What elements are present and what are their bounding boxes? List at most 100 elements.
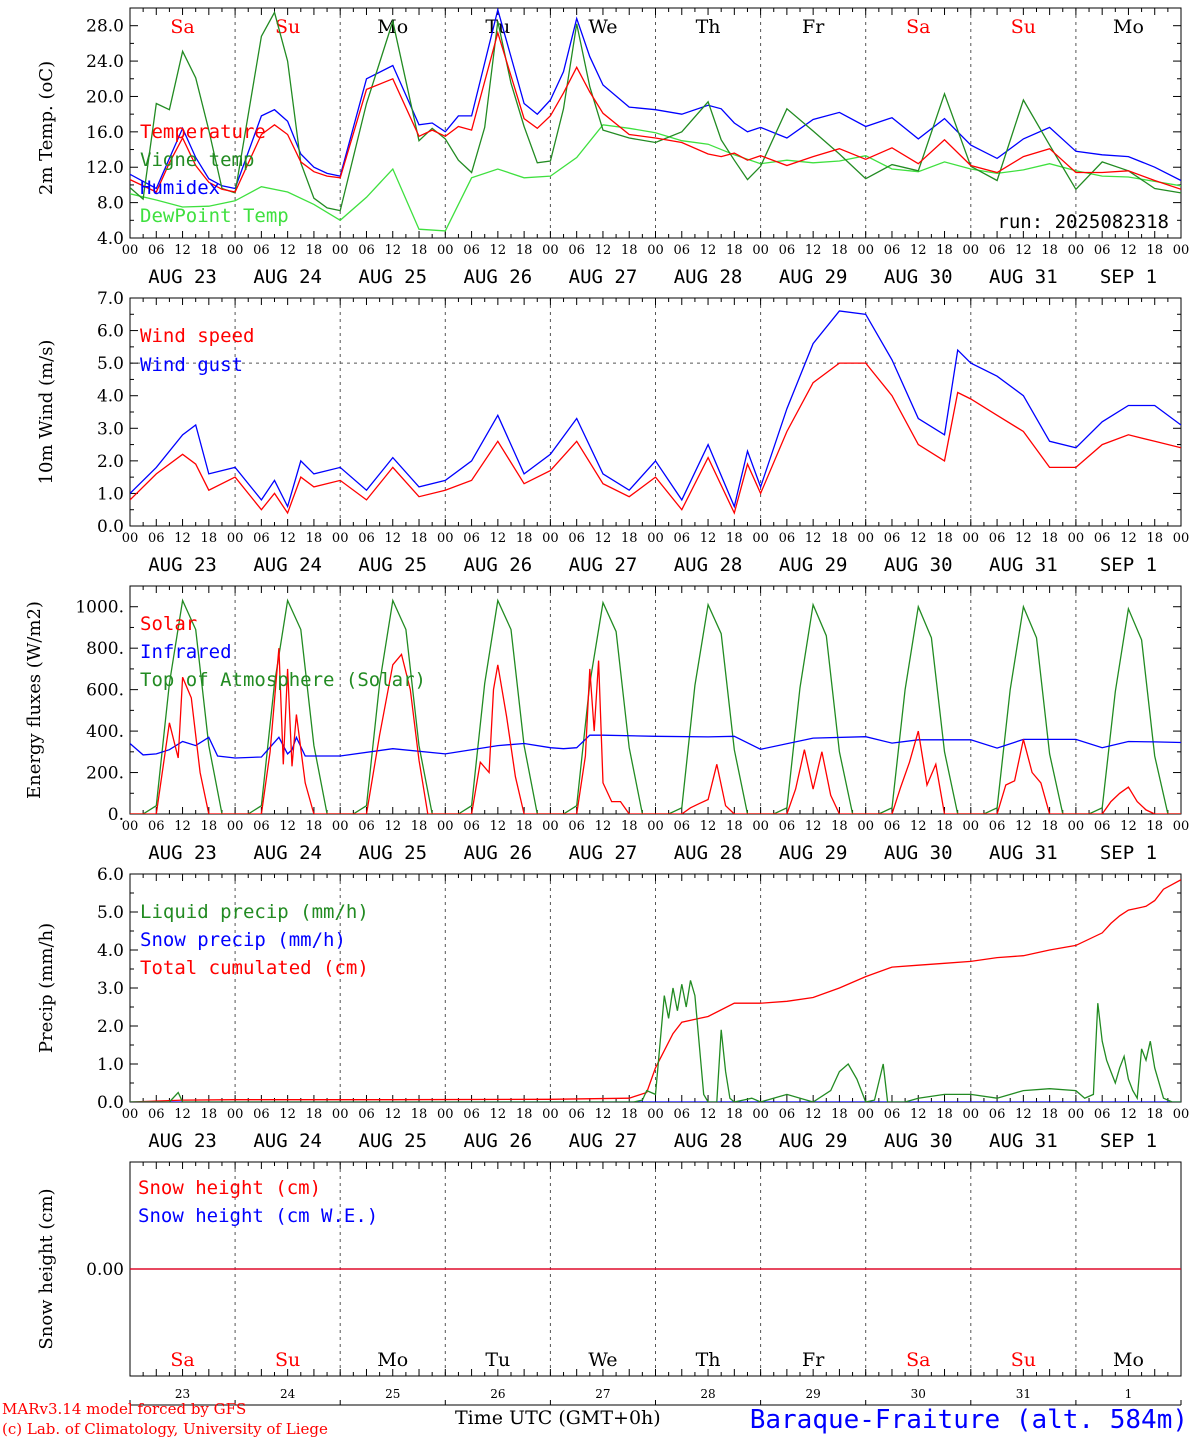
hour-tick-label: 18 — [621, 819, 638, 834]
weekday-label: Su — [275, 16, 300, 38]
date-label: AUG 28 — [674, 266, 743, 288]
hour-tick-label: 00 — [122, 243, 139, 258]
weekday-label: We — [588, 1349, 617, 1371]
hour-tick-label: 18 — [201, 1107, 218, 1122]
date-label: AUG 24 — [253, 1130, 322, 1152]
weekday-label: Mo — [377, 1349, 408, 1371]
series-dewpoint-temp-line — [130, 124, 1181, 232]
day-number-label: 27 — [595, 1387, 610, 1401]
y-tick-label: 0. — [108, 805, 124, 825]
series-solar-line — [130, 648, 1181, 814]
hour-tick-label: 00 — [542, 243, 559, 258]
panel-1: 4.0 8.0 12.0 16.0 20.0 24.0 28.0 2m Temp. (oC) 0… — [36, 7, 1190, 288]
hour-tick-label: 12 — [910, 243, 927, 258]
hour-tick-label: 00 — [332, 531, 349, 546]
weekday-label: Fr — [802, 16, 825, 38]
legend-entry: Vigne temp — [140, 149, 254, 171]
legend-entry: Solar — [140, 613, 197, 635]
y-tick-label: 6.0 — [97, 322, 124, 342]
y-tick-label: 28.0 — [86, 17, 124, 37]
date-label: AUG 31 — [989, 1130, 1058, 1152]
legend-entry: Snow height (cm) — [138, 1177, 321, 1199]
hour-tick-label: 00 — [122, 819, 139, 834]
hour-tick-label: 18 — [621, 531, 638, 546]
hour-tick-label: 18 — [936, 243, 953, 258]
date-label: AUG 24 — [253, 842, 322, 864]
hour-tick-label: 18 — [516, 819, 533, 834]
date-label: AUG 26 — [464, 842, 533, 864]
hour-tick-label: 12 — [700, 531, 717, 546]
hour-tick-label: 00 — [647, 243, 664, 258]
series-temperature-line — [130, 30, 1181, 193]
hour-tick-label: 18 — [726, 531, 743, 546]
hour-tick-label: 00 — [1173, 819, 1190, 834]
hour-tick-label: 18 — [831, 819, 848, 834]
hour-tick-label: 06 — [463, 531, 480, 546]
hour-tick-label: 06 — [463, 819, 480, 834]
hour-tick-label: 00 — [227, 243, 244, 258]
y-tick-label: 800. — [86, 639, 124, 659]
y-tick-label: 600. — [86, 681, 124, 701]
weekday-label: Tu — [485, 1349, 510, 1371]
hour-tick-label: 18 — [306, 1107, 323, 1122]
hour-tick-label: 00 — [542, 1107, 559, 1122]
hour-tick-label: 06 — [463, 1107, 480, 1122]
date-label: AUG 25 — [358, 266, 427, 288]
hour-tick-label: 12 — [910, 819, 927, 834]
y-tick-label: 5.0 — [97, 354, 124, 374]
hour-tick-label: 00 — [1173, 243, 1190, 258]
hour-tick-label: 12 — [595, 1107, 612, 1122]
hour-tick-label: 00 — [647, 1107, 664, 1122]
hour-tick-label: 00 — [437, 819, 454, 834]
series-liquid-precip-mm-h-line — [130, 980, 1181, 1102]
date-label: AUG 30 — [884, 554, 953, 576]
hour-tick-label: 06 — [989, 1107, 1006, 1122]
date-label: AUG 26 — [464, 266, 533, 288]
hour-tick-label: 00 — [122, 1107, 139, 1122]
y-tick-label: 16.0 — [86, 123, 124, 143]
hour-tick-label: 00 — [1068, 1107, 1085, 1122]
series-infrared-line — [130, 734, 1181, 759]
hour-tick-label: 18 — [516, 243, 533, 258]
hour-tick-label: 06 — [779, 243, 796, 258]
legend-entry: Total cumulated (cm) — [140, 957, 369, 979]
hour-tick-label: 06 — [148, 243, 165, 258]
hour-tick-label: 12 — [595, 531, 612, 546]
date-label: AUG 25 — [358, 1130, 427, 1152]
series-group — [130, 598, 1181, 814]
y-tick-label: 1.0 — [97, 484, 124, 504]
hour-tick-label: 12 — [595, 243, 612, 258]
hour-tick-label: 18 — [1041, 1107, 1058, 1122]
hour-tick-label: 06 — [884, 531, 901, 546]
series-wind-speed-line — [130, 362, 1181, 515]
date-label: AUG 28 — [674, 1130, 743, 1152]
hour-tick-label: 18 — [1146, 243, 1163, 258]
hour-tick-label: 00 — [1068, 531, 1085, 546]
panel-5: 0.00 Snow height (cm) Sa 23 Su 24 Mo 25 Tu 26 We 27… — [36, 1161, 1182, 1406]
day-number-label: 29 — [806, 1387, 821, 1401]
hour-tick-label: 06 — [1094, 531, 1111, 546]
hour-tick-label: 18 — [726, 1107, 743, 1122]
hour-tick-label: 18 — [516, 531, 533, 546]
hour-tick-label: 06 — [253, 531, 270, 546]
day-number-label: 26 — [490, 1387, 505, 1401]
weekday-label: We — [588, 16, 617, 38]
hour-tick-label: 12 — [1015, 531, 1032, 546]
y-tick-label: 400. — [86, 722, 124, 742]
date-label: AUG 28 — [674, 842, 743, 864]
y-tick-label: 4.0 — [97, 229, 124, 249]
date-label: AUG 24 — [253, 554, 322, 576]
date-label: AUG 27 — [569, 1130, 638, 1152]
legend-entry: Snow height (cm W.E.) — [138, 1205, 378, 1227]
hour-tick-label: 12 — [279, 819, 296, 834]
series-top-of-atmosphere-solar-line — [130, 598, 1181, 814]
hour-tick-label: 18 — [936, 1107, 953, 1122]
hour-tick-label: 06 — [358, 243, 375, 258]
y-tick-label: 7.0 — [97, 289, 124, 309]
y-tick-label: 1000. — [75, 598, 124, 618]
y-tick-label: 20.0 — [86, 87, 124, 107]
y-tick-label: 12.0 — [86, 158, 124, 178]
hour-tick-label: 00 — [542, 819, 559, 834]
hour-tick-label: 12 — [384, 243, 401, 258]
hour-tick-label: 06 — [674, 1107, 691, 1122]
